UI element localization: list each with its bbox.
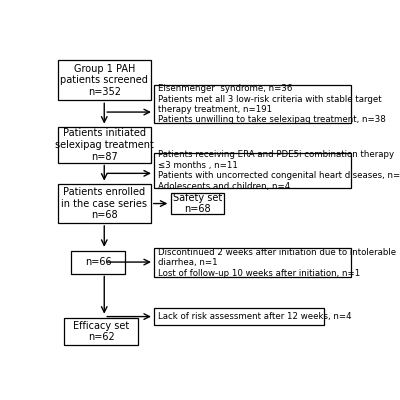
Text: Eisenmenger  syndrome, n=36
Patients met all 3 low-risk criteria with stable tar: Eisenmenger syndrome, n=36 Patients met … [158, 84, 385, 124]
FancyBboxPatch shape [154, 153, 351, 188]
FancyBboxPatch shape [58, 184, 151, 223]
Text: Patients initiated
selexipag treatment
n=87: Patients initiated selexipag treatment n… [55, 128, 154, 162]
FancyBboxPatch shape [171, 193, 224, 214]
FancyBboxPatch shape [154, 85, 351, 124]
Text: Patients enrolled
in the case series
n=68: Patients enrolled in the case series n=6… [61, 187, 147, 220]
FancyBboxPatch shape [154, 308, 324, 325]
Text: Patients receiving ERA and PDE5i combination therapy
≤3 months , n=11
Patients w: Patients receiving ERA and PDE5i combina… [158, 150, 400, 190]
Text: Group 1 PAH
patients screened
n=352: Group 1 PAH patients screened n=352 [60, 64, 148, 97]
FancyBboxPatch shape [58, 127, 151, 163]
Text: Efficacy set
n=62: Efficacy set n=62 [73, 320, 129, 342]
FancyBboxPatch shape [71, 250, 125, 274]
Text: Lack of risk assessment after 12 weeks, n=4: Lack of risk assessment after 12 weeks, … [158, 312, 351, 321]
Text: Discontinued 2 weeks after initiation due to intolerable
diarrhea, n=1
Lost of f: Discontinued 2 weeks after initiation du… [158, 248, 396, 278]
FancyBboxPatch shape [64, 318, 138, 345]
FancyBboxPatch shape [154, 248, 351, 278]
FancyBboxPatch shape [58, 60, 151, 100]
Text: Safety set
n=68: Safety set n=68 [173, 193, 222, 214]
Text: n=66: n=66 [85, 257, 111, 267]
